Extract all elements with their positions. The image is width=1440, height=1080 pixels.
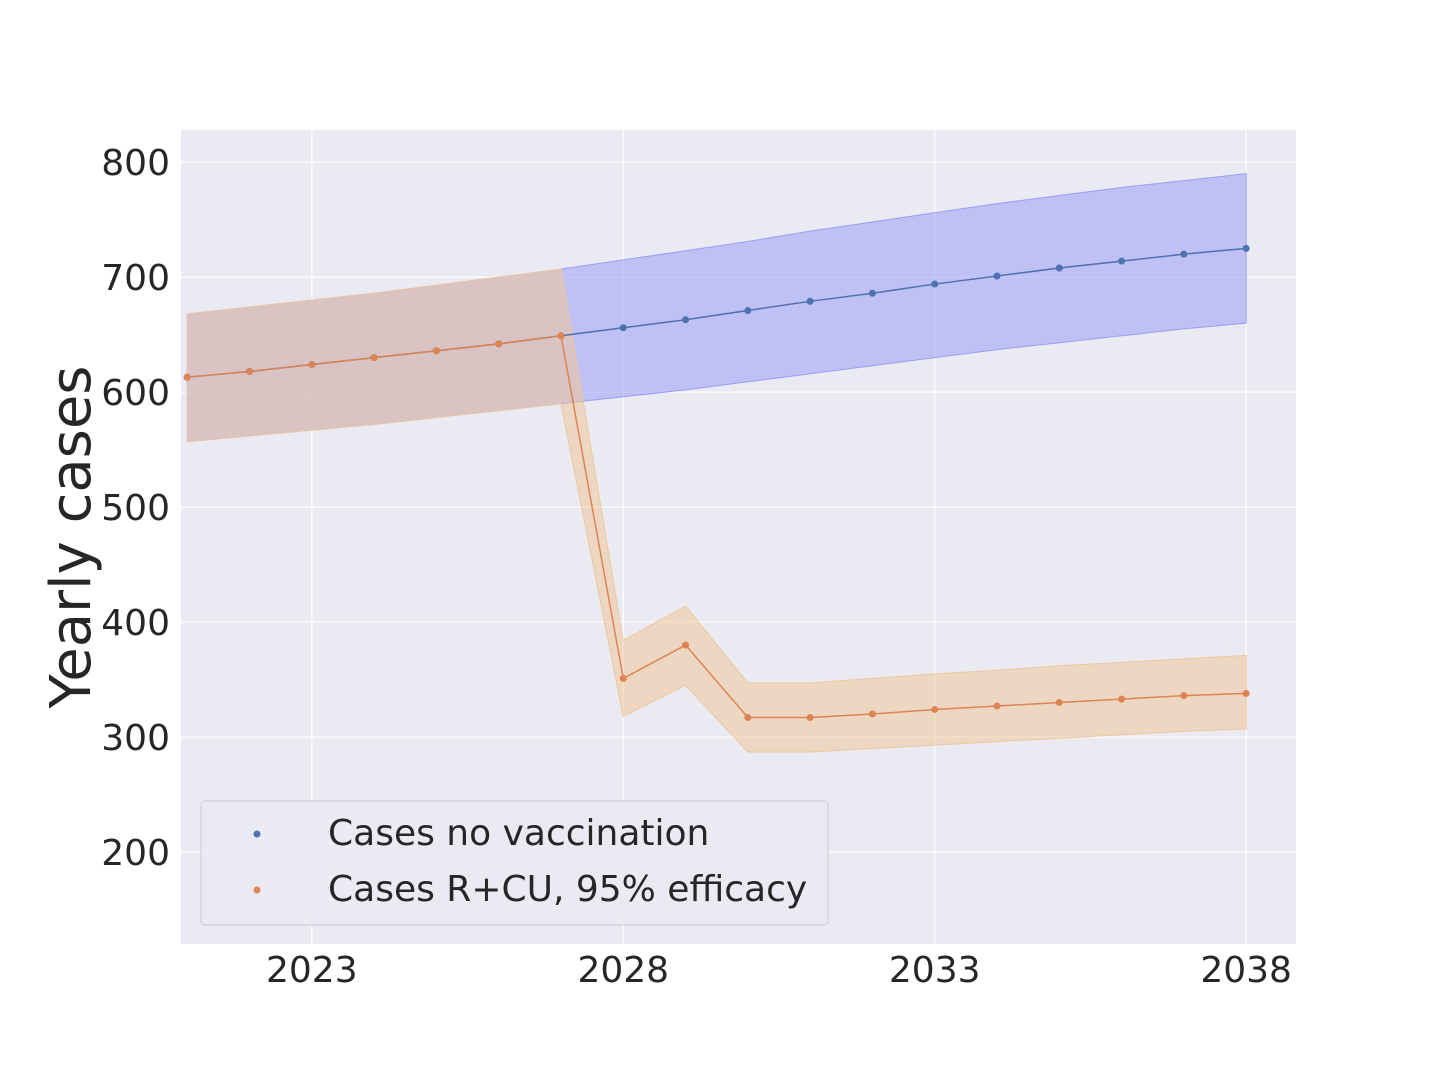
point-series-1-9 (744, 307, 752, 315)
point-series-1-14 (1055, 264, 1063, 272)
point-series-2-17 (1242, 689, 1250, 697)
point-series-1-7 (619, 324, 627, 332)
legend-label-series-2: Cases R+CU, 95% efficacy (328, 869, 807, 910)
series-points (183, 244, 1250, 722)
point-series-1-16 (1180, 250, 1188, 258)
point-series-1-10 (806, 297, 814, 305)
point-series-1-13 (993, 272, 1001, 280)
point-series-1-12 (931, 280, 939, 288)
point-series-2-14 (1055, 699, 1063, 707)
point-series-2-15 (1118, 695, 1126, 703)
line-series-2 (187, 334, 1247, 719)
point-series-2-7 (619, 674, 627, 682)
point-series-2-12 (931, 705, 939, 713)
legend-box (200, 800, 829, 926)
point-series-1-8 (682, 316, 690, 324)
point-series-2-3 (370, 354, 378, 362)
y-axis-label: Yearly cases (39, 366, 104, 710)
point-series-2-10 (806, 714, 814, 722)
point-series-2-2 (308, 361, 316, 369)
point-series-2-0 (183, 373, 191, 381)
y-tick-labels: 200 300 400 500 600 700 800 (101, 143, 170, 874)
legend-marker-series-2 (253, 886, 261, 894)
x-tick-label-0: 2023 (266, 950, 358, 991)
x-tick-labels: 2023 2028 2033 2038 (266, 950, 1292, 991)
point-series-2-11 (868, 710, 876, 718)
point-series-2-5 (495, 340, 503, 348)
band-series-2 (186, 268, 1247, 753)
point-series-1-11 (868, 289, 876, 297)
point-series-2-6 (557, 332, 565, 340)
x-tick-label-3: 2038 (1200, 950, 1292, 991)
y-tick-label-6: 800 (101, 143, 170, 184)
series-lines (187, 247, 1247, 719)
y-tick-label-1: 300 (101, 718, 170, 759)
legend-marker-series-1 (253, 830, 261, 838)
legend: Cases no vaccination Cases R+CU, 95% eff… (200, 800, 829, 926)
y-tick-label-3: 500 (101, 488, 170, 529)
point-series-2-9 (744, 714, 752, 722)
y-tick-label-4: 600 (101, 373, 170, 414)
point-series-2-13 (993, 702, 1001, 710)
point-series-1-17 (1242, 244, 1250, 252)
point-series-2-1 (246, 367, 254, 375)
x-tick-label-2: 2033 (889, 950, 981, 991)
point-series-1-15 (1118, 257, 1126, 265)
point-series-2-8 (682, 641, 690, 649)
legend-label-series-1: Cases no vaccination (328, 813, 709, 854)
point-series-2-16 (1180, 692, 1188, 700)
y-tick-label-5: 700 (101, 258, 170, 299)
point-series-2-4 (432, 347, 440, 355)
y-tick-label-2: 400 (101, 603, 170, 644)
confidence-bands (186, 173, 1247, 753)
y-tick-label-0: 200 (101, 833, 170, 874)
x-tick-label-1: 2028 (577, 950, 669, 991)
